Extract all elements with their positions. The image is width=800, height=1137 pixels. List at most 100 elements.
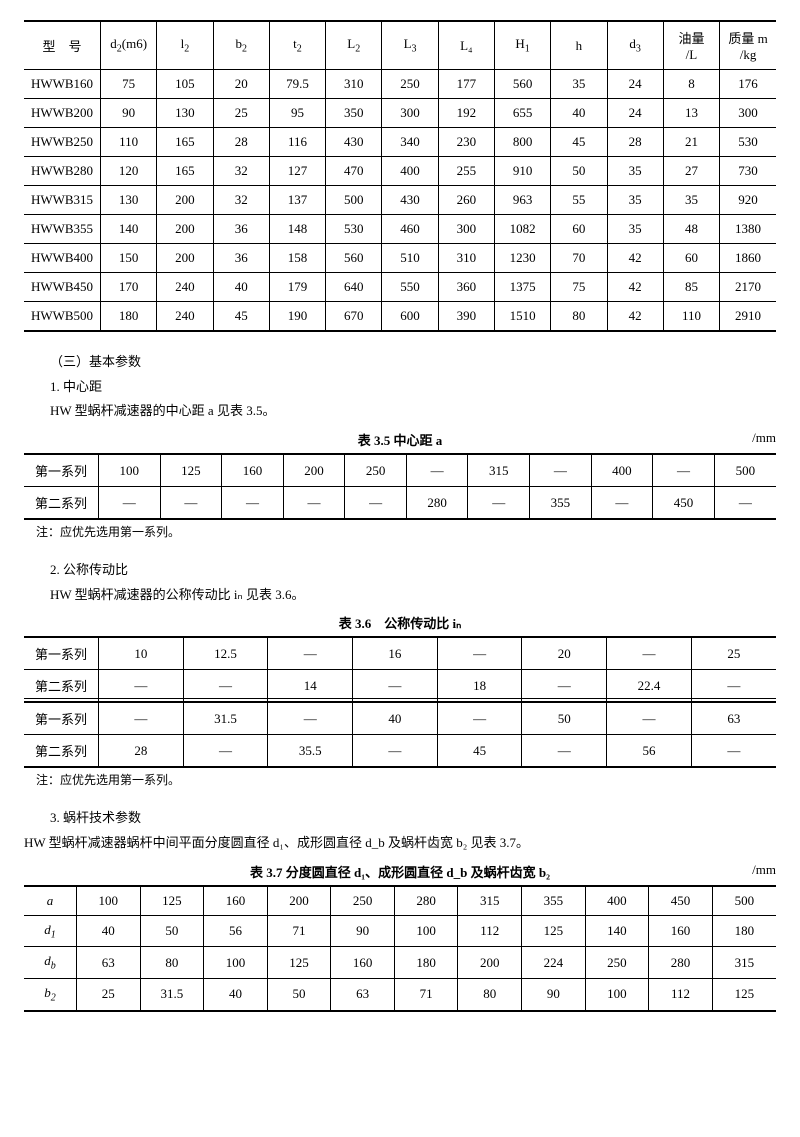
cell: 355 [522,886,586,916]
cell: 200 [283,454,345,487]
spec-cell: 42 [607,302,663,332]
cell: 280 [406,487,468,520]
spec-cell: 730 [720,157,776,186]
cell: 160 [204,886,268,916]
spec-cell: 21 [663,128,719,157]
spec-cell: 1082 [494,215,550,244]
caption-3-5-text: 表 3.5 中心距 a [358,433,443,448]
spec-cell: 24 [607,70,663,99]
cell: — [268,637,353,670]
cell: 112 [458,915,522,947]
spec-cell: 48 [663,215,719,244]
spec-table: 型 号d2(m6)l2b2t2L2L3L₄H1hd3油量/L质量 m/kg HW… [24,20,776,332]
spec-cell: 79.5 [269,70,325,99]
spec-cell: 460 [382,215,438,244]
cell: 250 [585,947,649,979]
cell: 224 [522,947,586,979]
cell: a [24,886,77,916]
spec-cell: 95 [269,99,325,128]
spec-cell: 300 [720,99,776,128]
cell: — [283,487,345,520]
cell: — [345,487,407,520]
cell: 500 [714,454,776,487]
cell: 315 [458,886,522,916]
cell: 100 [394,915,458,947]
cell: 250 [331,886,395,916]
spec-header: H1 [494,21,550,70]
cell: — [406,454,468,487]
spec-cell: 430 [326,128,382,157]
spec-cell: 35 [607,215,663,244]
caption-3-7-text: 表 3.7 分度圆直径 d₁、成形圆直径 d_b 及蜗杆齿宽 b₂ [250,865,550,880]
spec-cell: 28 [607,128,663,157]
spec-header: 油量/L [663,21,719,70]
spec-cell: 140 [101,215,157,244]
spec-cell: 192 [438,99,494,128]
cell: — [99,702,184,735]
cell: 400 [591,454,653,487]
spec-cell: 300 [382,99,438,128]
spec-cell: 35 [551,70,607,99]
cell: 125 [712,979,776,1011]
cell: 31.5 [183,702,268,735]
spec-cell: 25 [213,99,269,128]
spec-cell: 250 [382,70,438,99]
cell: 56 [204,915,268,947]
spec-cell: 35 [607,186,663,215]
cell: 90 [522,979,586,1011]
cell: 80 [458,979,522,1011]
cell: 450 [649,886,713,916]
cell: — [653,454,715,487]
cell: 500 [712,886,776,916]
spec-cell: 27 [663,157,719,186]
spec-cell: HWWB280 [24,157,101,186]
spec-cell: 190 [269,302,325,332]
spec-cell: 60 [551,215,607,244]
spec-cell: 32 [213,186,269,215]
spec-cell: 430 [382,186,438,215]
section-3-1-title: 1. 中心距 [24,375,776,400]
cell: 200 [267,886,331,916]
cell: 160 [649,915,713,947]
spec-cell: 390 [438,302,494,332]
spec-cell: HWWB315 [24,186,101,215]
spec-cell: 137 [269,186,325,215]
spec-cell: 1230 [494,244,550,273]
cell: 280 [394,886,458,916]
caption-3-5-unit: /mm [752,430,776,446]
cell: — [268,702,353,735]
spec-cell: 1510 [494,302,550,332]
spec-cell: 75 [101,70,157,99]
spec-cell: 200 [157,215,213,244]
cell: 100 [585,979,649,1011]
cell: 125 [160,454,222,487]
spec-cell: 510 [382,244,438,273]
spec-cell: 45 [213,302,269,332]
cell: 第二系列 [24,487,99,520]
spec-cell: 176 [720,70,776,99]
cell: 125 [140,886,204,916]
cell: 35.5 [268,735,353,768]
cell: 第一系列 [24,454,99,487]
cell: 40 [204,979,268,1011]
spec-header: L₄ [438,21,494,70]
cell: 250 [345,454,407,487]
spec-cell: 200 [157,186,213,215]
spec-cell: 200 [157,244,213,273]
spec-cell: 148 [269,215,325,244]
spec-cell: 116 [269,128,325,157]
spec-cell: 300 [438,215,494,244]
cell: — [160,487,222,520]
spec-cell: 340 [382,128,438,157]
spec-header: L2 [326,21,382,70]
section-3-1-body: HW 型蜗杆减速器的中心距 a 见表 3.5。 [24,399,776,424]
spec-cell: 470 [326,157,382,186]
spec-cell: 2170 [720,273,776,302]
spec-header: h [551,21,607,70]
spec-cell: HWWB355 [24,215,101,244]
spec-header: b2 [213,21,269,70]
cell: 45 [437,735,522,768]
spec-cell: 36 [213,215,269,244]
spec-cell: 963 [494,186,550,215]
spec-cell: 24 [607,99,663,128]
